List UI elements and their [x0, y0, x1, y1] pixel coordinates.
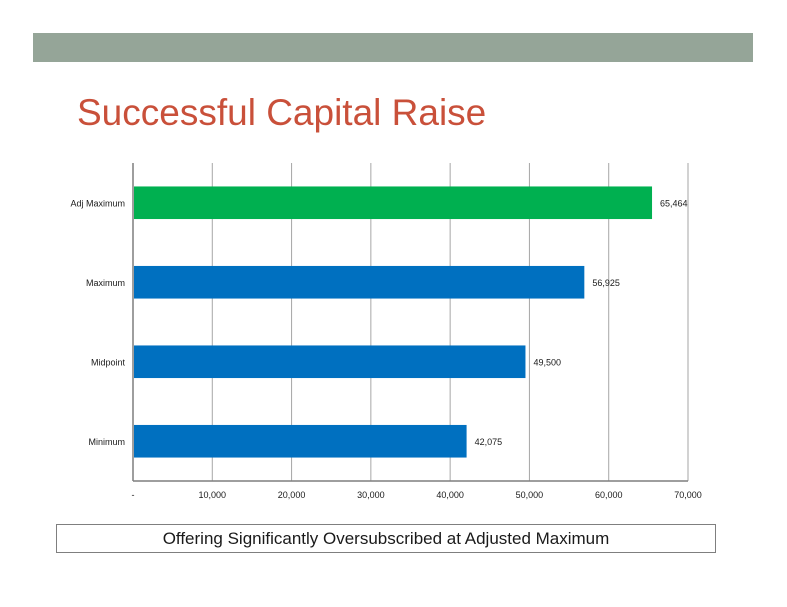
category-label: Midpoint	[91, 357, 126, 367]
bar	[134, 345, 526, 379]
slide-title: Successful Capital Raise	[77, 92, 487, 133]
category-label: Maximum	[86, 278, 125, 288]
data-label: 65,464	[660, 198, 688, 208]
bar	[134, 265, 585, 299]
category-label: Adj Maximum	[70, 198, 125, 208]
x-tick-label: -	[132, 490, 135, 500]
category-label: Minimum	[88, 437, 125, 447]
x-tick-label: 30,000	[357, 490, 385, 500]
x-tick-label: 40,000	[436, 490, 464, 500]
caption-box: Offering Significantly Oversubscribed at…	[56, 524, 716, 553]
x-tick-label: 60,000	[595, 490, 623, 500]
data-label: 42,075	[475, 437, 503, 447]
x-tick-label: 20,000	[278, 490, 306, 500]
bar	[134, 186, 653, 220]
x-tick-label: 10,000	[199, 490, 227, 500]
x-tick-label: 50,000	[516, 490, 544, 500]
header-bar	[33, 33, 753, 62]
caption-text: Offering Significantly Oversubscribed at…	[162, 528, 610, 548]
bar	[134, 424, 467, 458]
data-label: 56,925	[592, 278, 620, 288]
data-label: 49,500	[533, 357, 561, 367]
x-tick-label: 70,000	[674, 490, 702, 500]
